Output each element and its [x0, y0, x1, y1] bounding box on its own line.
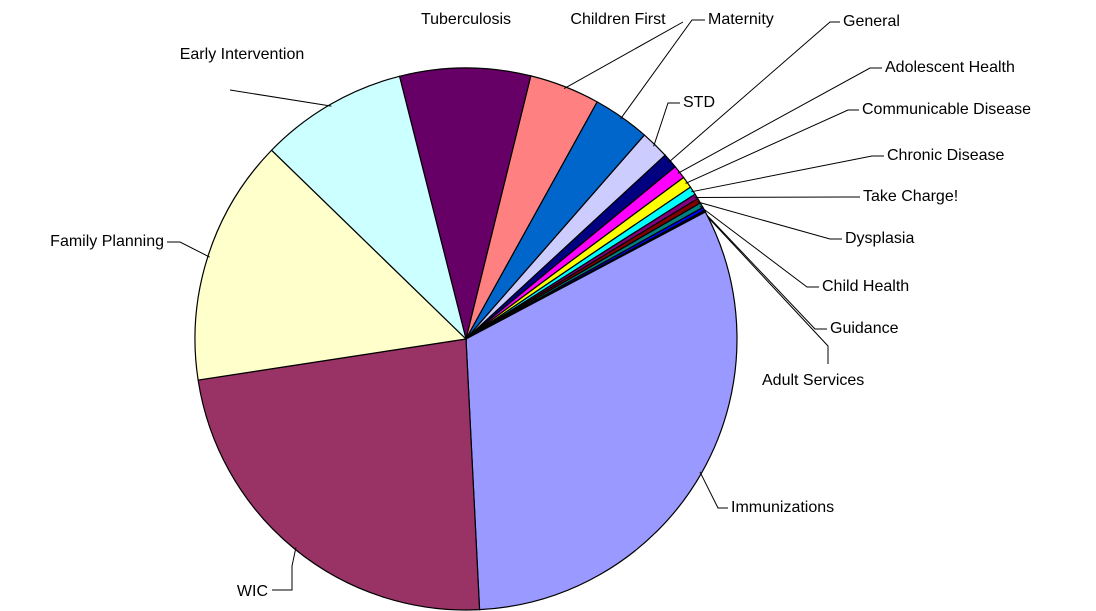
- slice-label: Adult Services: [762, 372, 864, 389]
- leader-line: [167, 241, 210, 258]
- leader-line: [677, 67, 882, 174]
- pie-slice: [197, 338, 481, 611]
- leader-line: [272, 547, 297, 591]
- slice-label: Family Planning: [50, 233, 164, 250]
- slice-label: Tuberculosis: [421, 11, 511, 28]
- leader-line: [653, 102, 680, 147]
- slice-label: General: [843, 13, 900, 30]
- slice-label: Adolescent Health: [885, 59, 1015, 76]
- pie-slice: [270, 75, 468, 341]
- leader-line: [563, 21, 684, 89]
- leader-line: [701, 209, 827, 330]
- leader-line: [691, 155, 884, 193]
- pie-slice: [398, 67, 532, 340]
- leader-line: [668, 21, 840, 163]
- leader-line: [229, 89, 332, 107]
- slice-label: Dysplasia: [845, 230, 914, 247]
- leader-line: [699, 471, 728, 509]
- slice-label: Children First: [570, 11, 666, 28]
- slice-label: STD: [683, 94, 715, 111]
- slice-label: Take Charge!: [863, 188, 958, 205]
- slice-label: Maternity: [708, 11, 774, 28]
- leader-line: [697, 201, 842, 240]
- slice-label: Chronic Disease: [887, 147, 1004, 164]
- slice-label: Communicable Disease: [862, 101, 1031, 118]
- leader-line: [694, 196, 860, 199]
- slice-label: Early Intervention: [180, 46, 305, 63]
- leader-line: [702, 211, 829, 364]
- leader-line: [685, 109, 859, 184]
- leader-line: [620, 19, 705, 120]
- slice-label: Child Health: [822, 278, 909, 295]
- leader-line: [699, 205, 819, 288]
- slice-label: Guidance: [830, 320, 899, 337]
- slice-label: Immunizations: [731, 499, 834, 516]
- pie-slice: [465, 211, 738, 611]
- slice-label: WIC: [237, 583, 268, 600]
